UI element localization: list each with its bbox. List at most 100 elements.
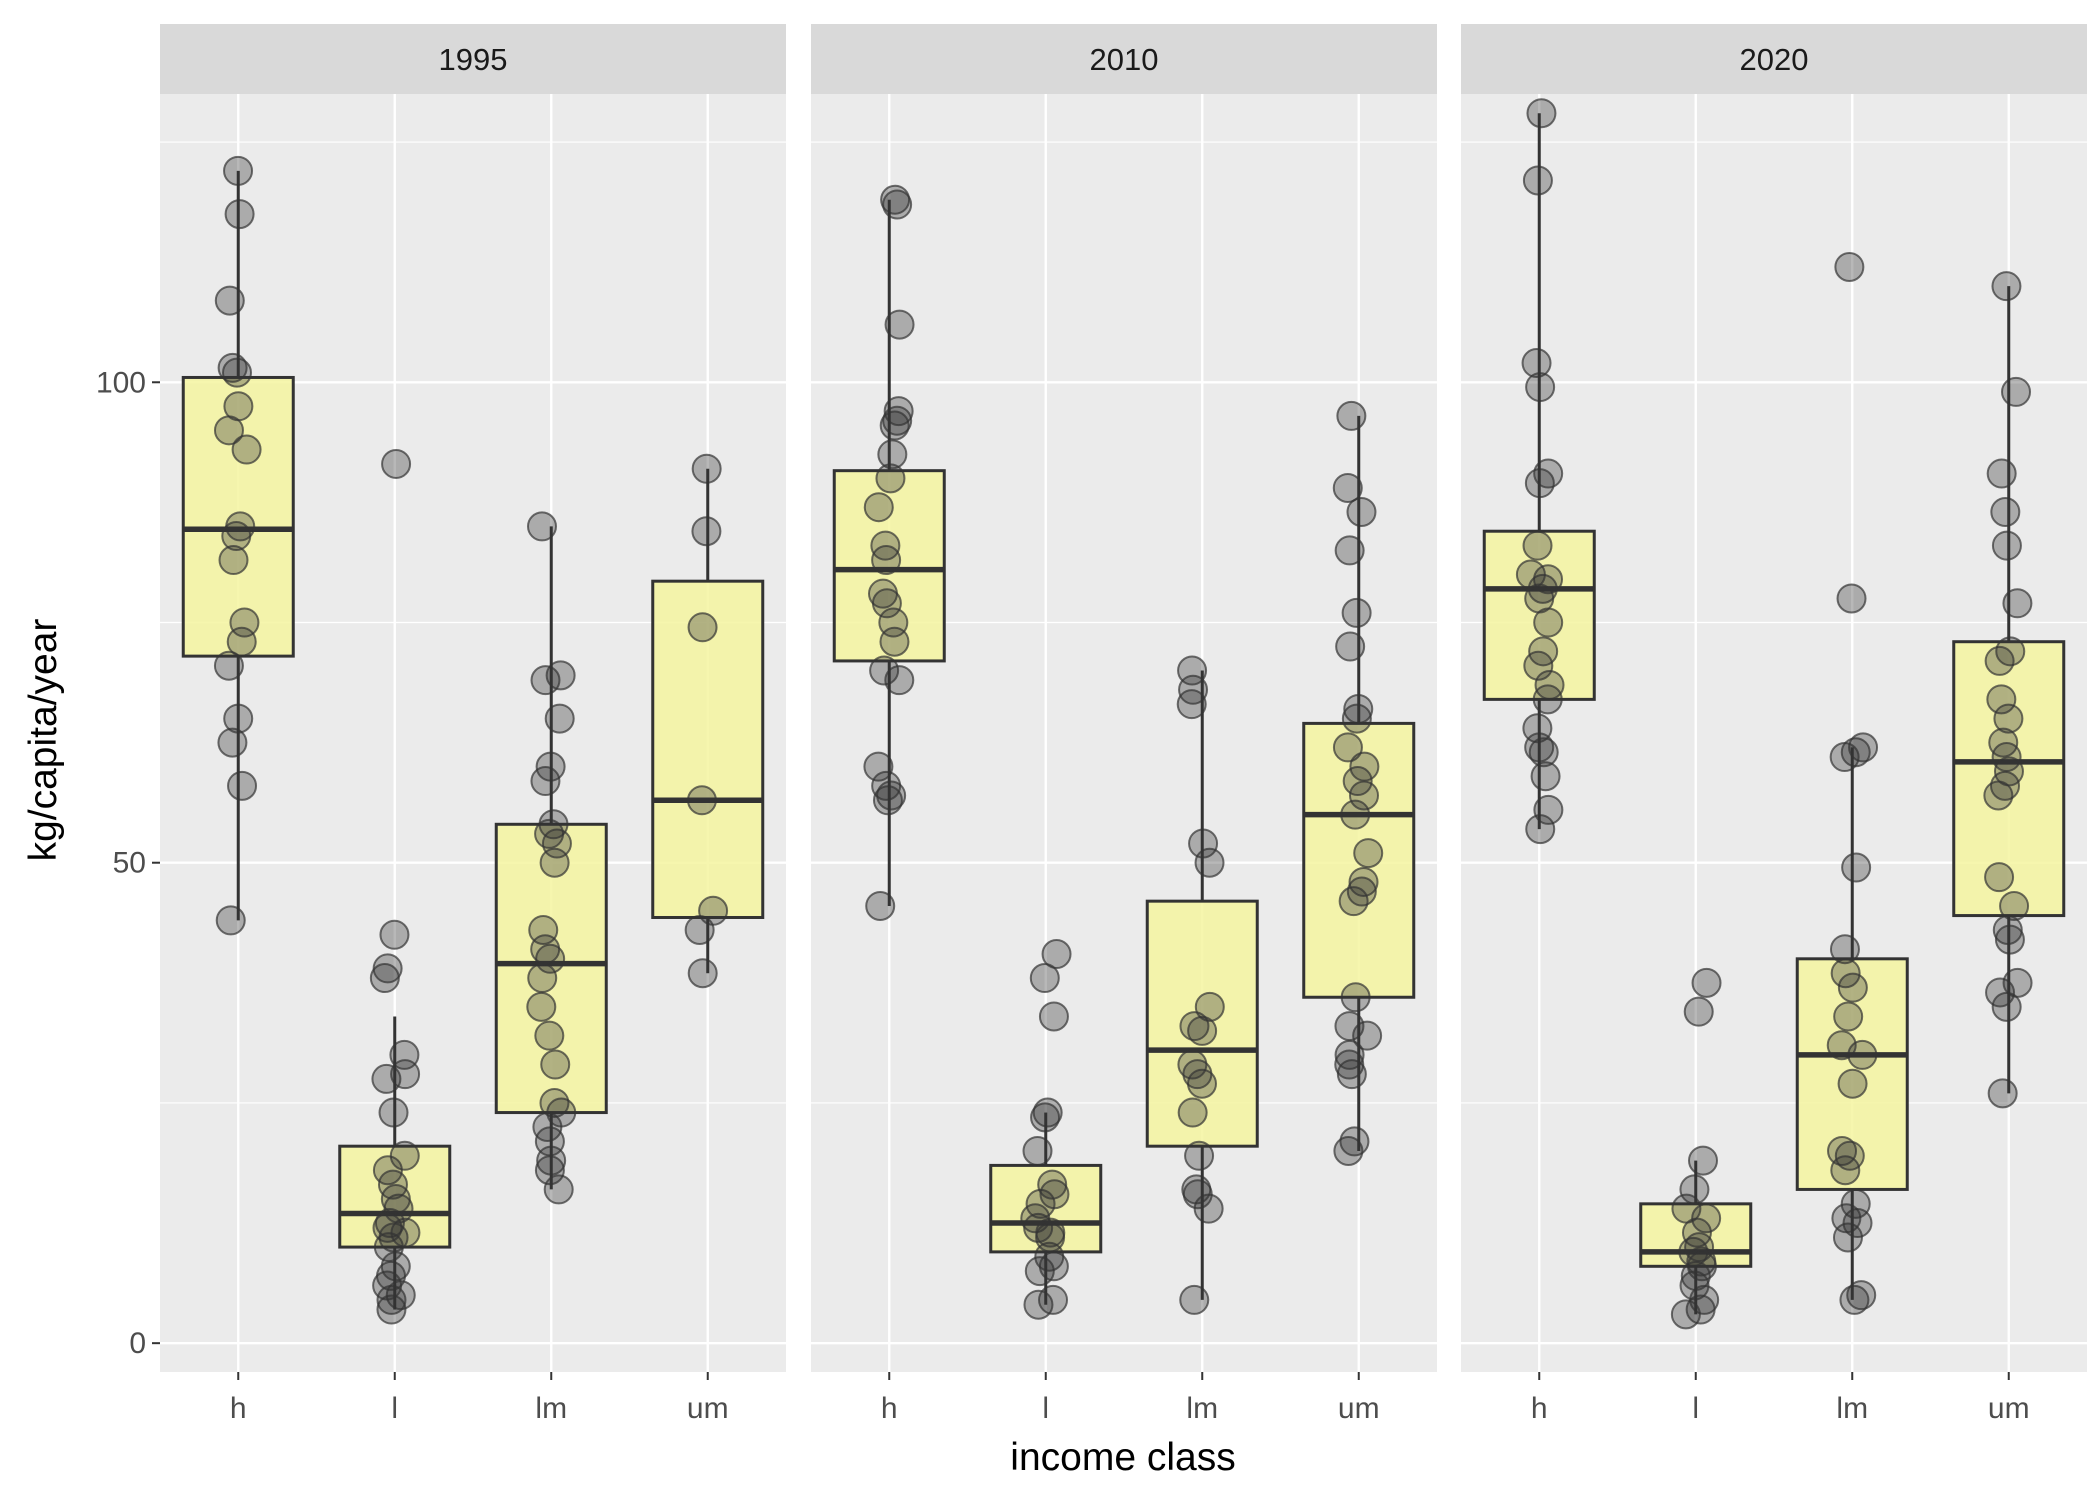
- data-point: [871, 545, 902, 576]
- data-point: [1188, 828, 1219, 859]
- data-point: [1985, 977, 2016, 1008]
- data-point: [879, 410, 910, 441]
- data-point: [2001, 376, 2032, 407]
- data-point: [544, 703, 575, 734]
- data-point: [684, 914, 715, 945]
- data-point: [224, 199, 255, 230]
- data-point: [1533, 607, 1564, 638]
- data-point: [1533, 458, 1564, 489]
- box-group-h: [181, 155, 295, 936]
- data-point: [1340, 982, 1371, 1013]
- data-point: [530, 766, 561, 797]
- data-point: [1332, 732, 1363, 763]
- data-point: [1340, 799, 1371, 830]
- data-point: [217, 352, 248, 383]
- data-point: [1687, 1145, 1718, 1176]
- data-point: [213, 650, 244, 681]
- data-point: [1683, 996, 1714, 1027]
- data-point: [1349, 780, 1380, 811]
- data-point: [1342, 766, 1373, 797]
- data-point: [530, 665, 561, 696]
- data-point: [1022, 1135, 1053, 1166]
- data-point: [215, 905, 246, 936]
- data-point: [1179, 1284, 1210, 1315]
- data-point: [540, 1049, 571, 1080]
- data-point: [1830, 958, 1861, 989]
- data-point: [534, 818, 565, 849]
- x-tick-label: lm: [1186, 1392, 1218, 1425]
- data-point: [1336, 400, 1367, 431]
- y-tick-label: 100: [96, 366, 146, 399]
- x-tick-label: um: [1988, 1392, 2030, 1425]
- data-point: [1029, 963, 1060, 994]
- data-point: [1334, 535, 1365, 566]
- x-tick-label: h: [881, 1392, 898, 1425]
- data-point: [1336, 1059, 1367, 1090]
- box-group-l: [989, 939, 1103, 1320]
- data-point: [876, 780, 907, 811]
- data-point: [223, 703, 254, 734]
- data-point: [1524, 732, 1555, 763]
- data-point: [371, 1063, 402, 1094]
- data-point: [1837, 1068, 1868, 1099]
- data-point: [1186, 1068, 1217, 1099]
- box-group-lm: [494, 511, 608, 1205]
- data-point: [376, 1294, 407, 1325]
- data-point: [1526, 98, 1557, 129]
- data-point: [213, 415, 244, 446]
- data-point: [1986, 458, 2017, 489]
- box: [1795, 957, 1909, 1191]
- x-tick-label: l: [391, 1392, 398, 1425]
- data-point: [875, 463, 906, 494]
- data-point: [1341, 703, 1372, 734]
- data-point: [1829, 934, 1860, 965]
- data-point: [1041, 939, 1072, 970]
- data-point: [1353, 838, 1384, 869]
- data-point: [534, 1020, 565, 1051]
- data-point: [1348, 866, 1379, 897]
- data-point: [1832, 1222, 1863, 1253]
- data-point: [1983, 780, 2014, 811]
- data-point: [222, 357, 253, 388]
- box-group-l: [338, 448, 452, 1325]
- box-group-lm: [1145, 655, 1259, 1315]
- data-point: [214, 285, 245, 316]
- data-point: [1521, 348, 1552, 379]
- data-point: [1346, 876, 1377, 907]
- data-point: [1993, 703, 2024, 734]
- data-point: [1841, 852, 1872, 883]
- data-point: [217, 727, 248, 758]
- box-group-h: [832, 184, 946, 921]
- data-point: [1839, 1284, 1870, 1315]
- data-point: [1847, 1039, 1878, 1070]
- facet-strip-label: 2010: [1090, 42, 1159, 77]
- data-point: [1992, 914, 2023, 945]
- data-point: [1194, 847, 1225, 878]
- data-point: [1679, 1270, 1710, 1301]
- data-point: [527, 963, 558, 994]
- y-axis-title: kg/capita/year: [22, 619, 65, 862]
- data-point: [863, 492, 894, 523]
- y-axis: 0 50 100: [96, 366, 160, 1360]
- data-point: [882, 405, 913, 436]
- box-group-um: [1302, 400, 1416, 1166]
- data-point: [1829, 742, 1860, 773]
- data-point: [378, 1097, 409, 1128]
- data-point: [2002, 588, 2033, 619]
- data-point: [1670, 1299, 1701, 1330]
- x-tick-label: h: [1531, 1392, 1548, 1425]
- box-group-l: [1639, 967, 1753, 1330]
- data-point: [1522, 530, 1553, 561]
- x-tick-label: h: [230, 1392, 247, 1425]
- data-point: [691, 516, 722, 547]
- data-point: [1343, 693, 1374, 724]
- data-point: [1836, 583, 1867, 614]
- data-point: [1335, 631, 1366, 662]
- data-point: [1532, 684, 1563, 715]
- data-point: [877, 439, 908, 470]
- data-point: [1176, 689, 1207, 720]
- data-point: [1522, 165, 1553, 196]
- data-point: [1332, 472, 1363, 503]
- data-point: [1830, 1155, 1861, 1186]
